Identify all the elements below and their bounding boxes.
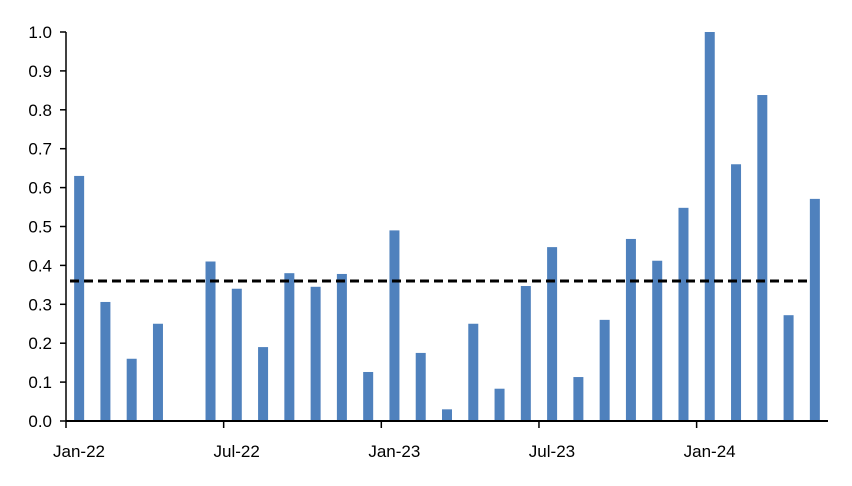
y-tick-label: 1.0 — [28, 23, 52, 42]
x-tick-label: Jul-22 — [213, 442, 259, 461]
bar-Nov-22 — [336, 273, 347, 421]
x-tick-label: Jan-23 — [368, 442, 420, 461]
bar-Jul-22 — [231, 288, 242, 421]
bar-Jan-23 — [389, 230, 400, 421]
bar-Dec-22 — [363, 371, 374, 421]
x-tick-label: Jan-22 — [53, 442, 105, 461]
bar-Mar-24 — [757, 95, 768, 421]
bar-May-24 — [809, 198, 820, 421]
bar-Jun-22 — [205, 261, 216, 421]
bar-Jun-23 — [520, 286, 531, 421]
x-tick-label: Jan-24 — [684, 442, 736, 461]
bar-Jan-22 — [74, 175, 85, 421]
bar-Apr-22 — [152, 323, 163, 421]
bar-Feb-22 — [100, 301, 111, 421]
bar-Jan-24 — [704, 32, 715, 421]
bar-Aug-23 — [573, 377, 584, 421]
bar-Jul-23 — [547, 247, 558, 421]
y-tick-label: 0.6 — [28, 179, 52, 198]
bar-Sep-22 — [284, 273, 295, 421]
y-tick-label: 0.7 — [28, 140, 52, 159]
y-tick-label: 0.2 — [28, 334, 52, 353]
bar-Mar-23 — [442, 409, 452, 421]
bar-Apr-23 — [468, 323, 479, 421]
y-tick-label: 0.9 — [28, 62, 52, 81]
x-tick-label: Jul-23 — [529, 442, 575, 461]
y-tick-label: 0.0 — [28, 412, 52, 431]
bar-Oct-23 — [625, 238, 636, 421]
bar-Feb-23 — [415, 352, 426, 421]
y-tick-label: 0.4 — [28, 256, 52, 275]
y-tick-label: 0.5 — [28, 218, 52, 237]
bar-Oct-22 — [310, 286, 321, 421]
bar-Aug-22 — [258, 347, 269, 421]
bar-Apr-24 — [783, 315, 794, 421]
y-tick-label: 0.8 — [28, 101, 52, 120]
bar-Mar-22 — [126, 358, 137, 421]
bar-Dec-23 — [678, 207, 689, 421]
bar-Nov-23 — [652, 260, 663, 421]
bar-May-23 — [494, 388, 505, 421]
y-tick-label: 0.3 — [28, 295, 52, 314]
bar-Feb-24 — [731, 164, 742, 421]
bar-Sep-23 — [599, 319, 610, 421]
y-tick-label: 0.1 — [28, 373, 52, 392]
